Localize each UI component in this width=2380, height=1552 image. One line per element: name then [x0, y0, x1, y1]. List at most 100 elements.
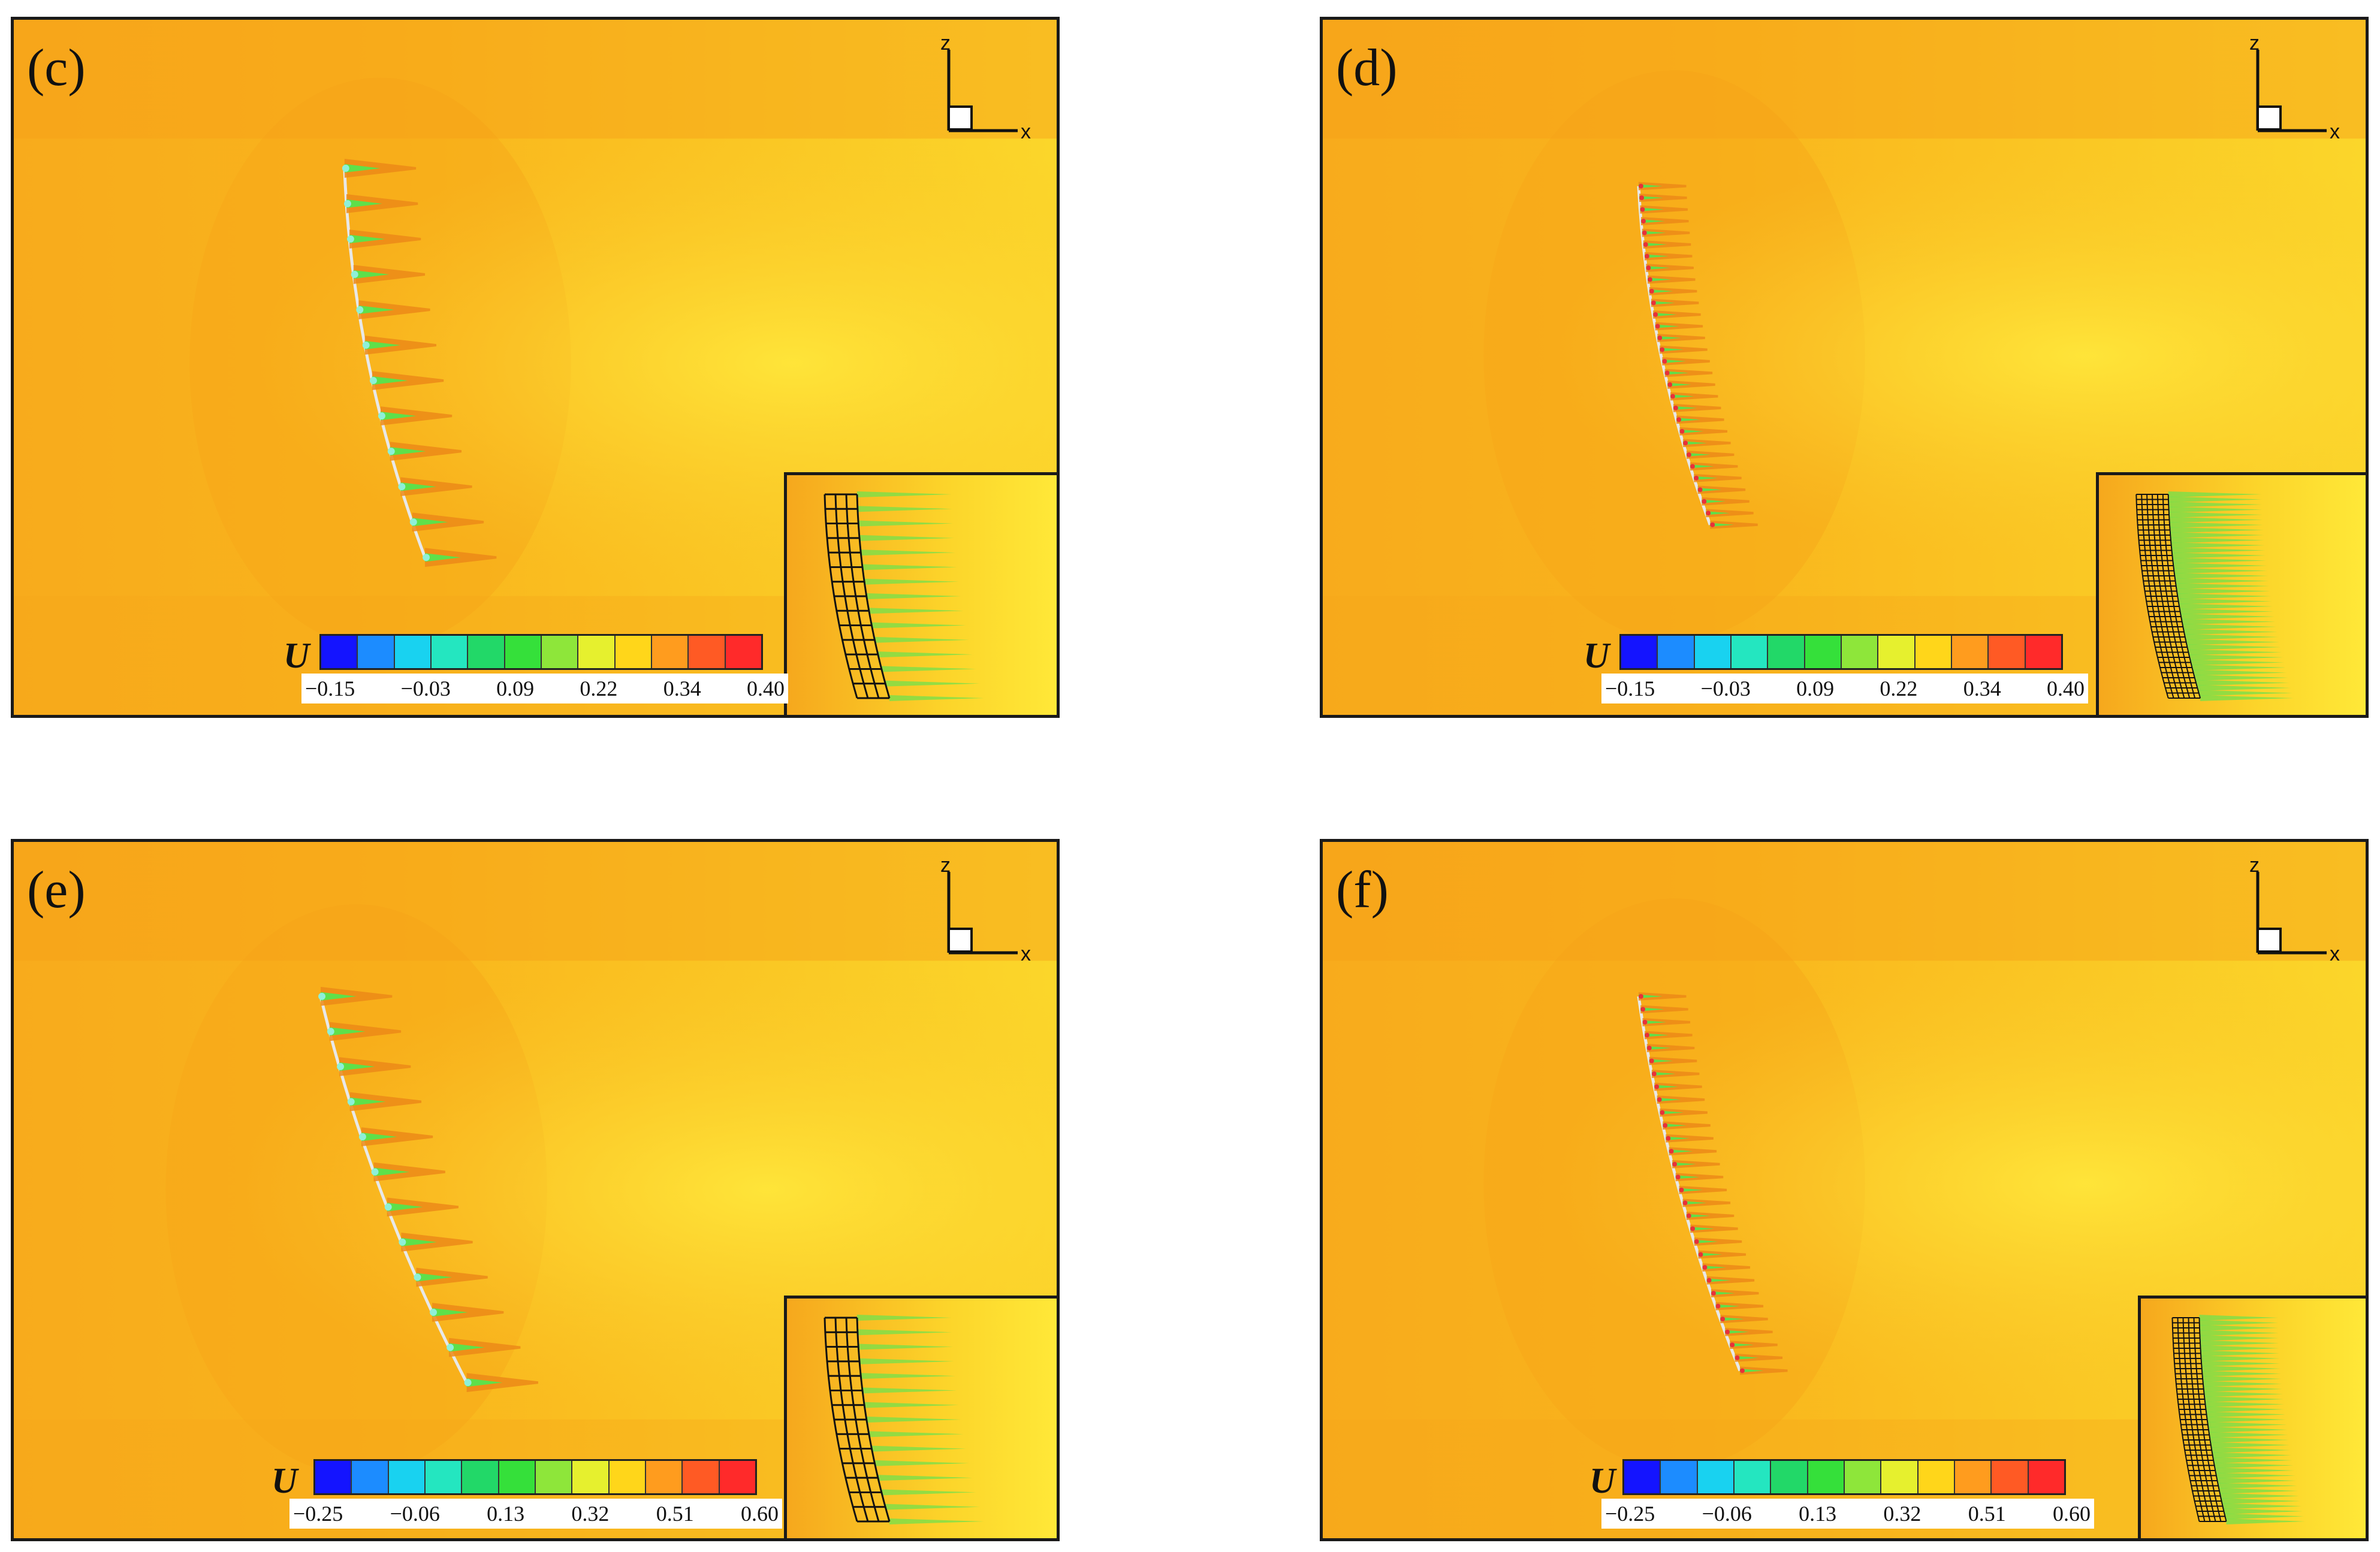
panel-label: (c): [27, 39, 86, 97]
colorbar-swatch: [1661, 1461, 1698, 1493]
colorbar-swatch: [541, 636, 579, 668]
colorbar-tick: 0.22: [1880, 677, 1918, 700]
colorbar-variable: U: [1589, 1461, 1616, 1500]
colorbar-legend: U −0.25 −0.06 0.13 0.32 0.51 0.60: [272, 1459, 787, 1531]
colorbar-swatch: [651, 636, 689, 668]
panel-label: (e): [27, 861, 86, 919]
colorbar: [1619, 634, 2063, 670]
colorbar-tick: 0.51: [1968, 1502, 2006, 1526]
colorbar-swatch: [683, 1461, 720, 1493]
colorbar-swatch: [1808, 1461, 1845, 1493]
axes-triad-icon: zx: [2249, 32, 2340, 143]
panel-f: (f) z x U −0.25 −0.06 0.13 0.32 0.51 0.60: [1320, 839, 2369, 1541]
colorbar-swatch: [1771, 1461, 1808, 1493]
colorbar-swatch: [352, 1461, 389, 1493]
colorbar-swatch: [1697, 1461, 1735, 1493]
z-axis-label: z: [940, 32, 951, 55]
x-axis-label: x: [1021, 943, 1031, 965]
colorbar-swatch: [315, 1461, 352, 1493]
colorbar-tick: 0.22: [580, 677, 618, 700]
colorbar-legend: U −0.25 −0.06 0.13 0.32 0.51 0.60: [1589, 1459, 2105, 1531]
net-detail-inset: [784, 1296, 1057, 1538]
colorbar-swatch: [1918, 1461, 1955, 1493]
colorbar-swatch: [505, 636, 542, 668]
colorbar-swatch: [1624, 1461, 1661, 1493]
colorbar-swatch: [1844, 1461, 1882, 1493]
colorbar-tick: 0.09: [496, 677, 535, 700]
colorbar-swatch: [572, 1461, 610, 1493]
net-detail-inset: [2096, 472, 2366, 715]
panel-label: (f): [1336, 861, 1389, 919]
colorbar-swatch: [1658, 636, 1695, 668]
axes-triad-icon: zx: [940, 32, 1031, 143]
colorbar-variable: U: [283, 636, 310, 675]
colorbar-swatch: [1734, 1461, 1772, 1493]
x-axis-label: x: [1021, 120, 1031, 143]
colorbar-swatch: [358, 636, 395, 668]
colorbar-tick: 0.32: [1883, 1502, 1922, 1526]
colorbar-swatch: [1694, 636, 1732, 668]
colorbar-variable: U: [272, 1461, 298, 1500]
colorbar-swatch: [2025, 636, 2061, 668]
colorbar-tick: 0.34: [663, 677, 701, 700]
colorbar-ticks: −0.15 −0.03 0.09 0.22 0.34 0.40: [301, 674, 788, 703]
colorbar-tick: −0.06: [390, 1502, 440, 1526]
colorbar-tick: −0.25: [293, 1502, 343, 1526]
colorbar-swatch: [468, 636, 505, 668]
colorbar: [313, 1459, 757, 1495]
colorbar-swatch: [425, 1461, 463, 1493]
colorbar-tick: −0.03: [1700, 677, 1751, 700]
z-axis-label: z: [2249, 854, 2260, 877]
colorbar-swatch: [645, 1461, 683, 1493]
z-axis-label: z: [2249, 32, 2260, 55]
colorbar-swatch: [388, 1461, 426, 1493]
colorbar-swatch: [1621, 636, 1658, 668]
colorbar-swatch: [1841, 636, 1879, 668]
colorbar-swatch: [1989, 636, 2026, 668]
colorbar-tick: 0.40: [746, 677, 785, 700]
colorbar-ticks: −0.25 −0.06 0.13 0.32 0.51 0.60: [289, 1499, 782, 1529]
colorbar-swatch: [578, 636, 616, 668]
colorbar-tick: −0.06: [1702, 1502, 1752, 1526]
x-axis-label: x: [2330, 120, 2340, 143]
axes-triad-icon: zx: [940, 854, 1031, 965]
colorbar-swatch: [719, 1461, 755, 1493]
colorbar-tick: 0.13: [487, 1502, 525, 1526]
x-axis-label: x: [2330, 943, 2340, 965]
z-axis-label: z: [940, 854, 951, 877]
colorbar-swatch: [2028, 1461, 2064, 1493]
colorbar-swatch: [689, 636, 726, 668]
colorbar-tick: 0.32: [571, 1502, 610, 1526]
colorbar-swatch: [1878, 636, 1916, 668]
colorbar-swatch: [609, 1461, 646, 1493]
colorbar-swatch: [1881, 1461, 1919, 1493]
colorbar-swatch: [1915, 636, 1952, 668]
colorbar-tick: 0.13: [1799, 1502, 1837, 1526]
colorbar-swatch: [1731, 636, 1769, 668]
colorbar-tick: 0.60: [740, 1502, 779, 1526]
colorbar-swatch: [431, 636, 469, 668]
colorbar-swatch: [1951, 636, 1989, 668]
net-detail-inset: [784, 472, 1057, 715]
colorbar-swatch: [1805, 636, 1842, 668]
colorbar-swatch: [462, 1461, 499, 1493]
colorbar-tick: 0.40: [2046, 677, 2085, 700]
colorbar-tick: −0.15: [1605, 677, 1655, 700]
colorbar-tick: 0.60: [2052, 1502, 2091, 1526]
colorbar-tick: 0.34: [1963, 677, 2001, 700]
velocity-field: [1323, 842, 2366, 1538]
colorbar-tick: 0.51: [656, 1502, 694, 1526]
colorbar-ticks: −0.15 −0.03 0.09 0.22 0.34 0.40: [1601, 674, 2088, 703]
colorbar-swatch: [1768, 636, 1805, 668]
colorbar-legend: U −0.15 −0.03 0.09 0.22 0.34 0.40: [1583, 634, 2099, 706]
colorbar: [1622, 1459, 2066, 1495]
colorbar-legend: U −0.15 −0.03 0.09 0.22 0.34 0.40: [283, 634, 799, 706]
colorbar-ticks: −0.25 −0.06 0.13 0.32 0.51 0.60: [1601, 1499, 2094, 1529]
colorbar-tick: −0.25: [1605, 1502, 1655, 1526]
colorbar-swatch: [1992, 1461, 2029, 1493]
colorbar-swatch: [1954, 1461, 1992, 1493]
colorbar-swatch: [615, 636, 652, 668]
